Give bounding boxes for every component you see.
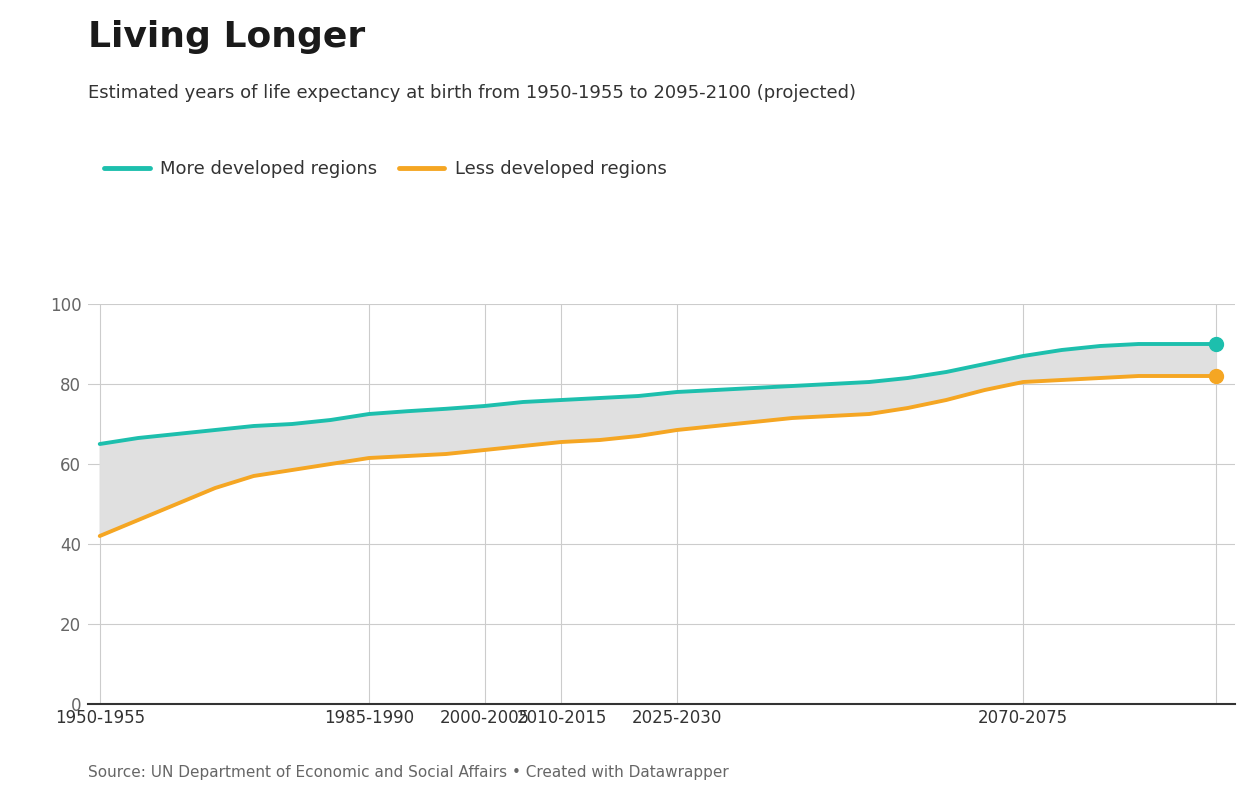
Point: [1206, 370, 1226, 382]
Legend: More developed regions, Less developed regions: More developed regions, Less developed r…: [97, 153, 674, 186]
Point: [1206, 338, 1226, 350]
Text: Living Longer: Living Longer: [88, 20, 365, 54]
Text: Estimated years of life expectancy at birth from 1950-1955 to 2095-2100 (project: Estimated years of life expectancy at bi…: [88, 84, 857, 102]
Text: Source: UN Department of Economic and Social Affairs • Created with Datawrapper: Source: UN Department of Economic and So…: [88, 765, 730, 780]
